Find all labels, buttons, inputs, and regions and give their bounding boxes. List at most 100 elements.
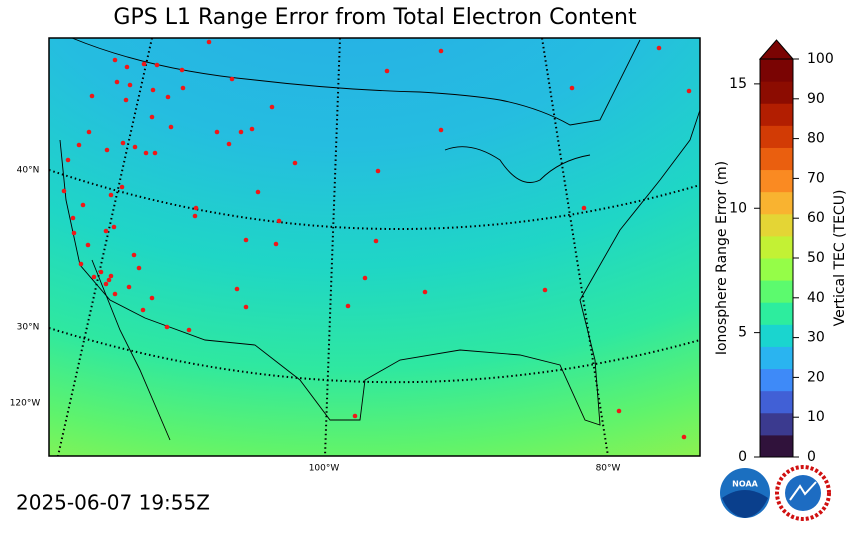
station xyxy=(80,202,86,208)
tec-label: Vertical TEC (TECU) xyxy=(832,190,848,327)
station xyxy=(168,124,174,130)
station xyxy=(108,273,114,279)
station xyxy=(273,241,279,247)
tec-tick-label: 100 xyxy=(807,51,834,67)
tec-tick-label: 70 xyxy=(807,170,825,186)
colorbar-band xyxy=(760,169,793,193)
tec-tick-label: 50 xyxy=(807,250,825,266)
station xyxy=(438,48,444,54)
lat-label: 40°N xyxy=(17,166,40,176)
station xyxy=(180,85,186,91)
station xyxy=(106,277,112,283)
lon-label: 100°W xyxy=(309,464,340,474)
colorbar-band xyxy=(760,191,793,215)
station xyxy=(112,291,118,297)
station xyxy=(345,303,351,309)
tec-tick-label: 10 xyxy=(807,409,825,425)
timestamp: 2025-06-07 19:55Z xyxy=(16,491,210,515)
station xyxy=(542,287,548,293)
station xyxy=(70,215,76,221)
station xyxy=(85,242,91,248)
colorbar-band xyxy=(760,59,793,82)
station xyxy=(152,150,158,156)
station xyxy=(127,82,133,88)
error-label: Ionosphere Range Error (m) xyxy=(714,161,730,355)
station xyxy=(76,142,82,148)
station xyxy=(143,150,149,156)
station xyxy=(373,238,379,244)
title: GPS L1 Range Error from Total Electron C… xyxy=(113,5,637,30)
station xyxy=(569,85,575,91)
tec-tick-label: 80 xyxy=(807,131,825,147)
station xyxy=(89,93,95,99)
station xyxy=(108,192,114,198)
map xyxy=(48,37,701,457)
station xyxy=(136,265,142,271)
station xyxy=(179,67,185,73)
station xyxy=(238,129,244,135)
station xyxy=(165,94,171,100)
nws-logo xyxy=(775,465,831,521)
station xyxy=(352,413,358,419)
colorbar-band xyxy=(760,258,793,281)
station xyxy=(243,304,249,310)
error-tick-label: 0 xyxy=(738,449,747,465)
station xyxy=(154,62,160,68)
station xyxy=(226,141,232,147)
tec-tick-label: 30 xyxy=(807,330,825,346)
colorbar-band xyxy=(760,434,793,458)
tec-tick-label: 40 xyxy=(807,290,825,306)
lat-label: 30°N xyxy=(17,323,40,333)
colorbar-band xyxy=(760,390,793,414)
station xyxy=(422,289,428,295)
colorbar-band xyxy=(760,103,793,126)
colorbar-band xyxy=(760,147,793,171)
station xyxy=(119,184,125,190)
station xyxy=(91,274,97,280)
station xyxy=(438,127,444,133)
station xyxy=(141,61,147,67)
map-field xyxy=(48,37,701,457)
station xyxy=(123,97,129,103)
station xyxy=(78,261,84,267)
colorbar-band xyxy=(760,235,793,259)
station xyxy=(276,218,282,224)
station xyxy=(192,213,198,219)
station xyxy=(362,275,368,281)
station xyxy=(581,205,587,211)
station xyxy=(103,228,109,234)
station xyxy=(61,188,67,194)
error-tick-label: 5 xyxy=(738,325,747,341)
station xyxy=(234,286,240,292)
station xyxy=(71,230,77,236)
station xyxy=(206,39,212,45)
colorbar: 0 10 20 30 40 50 60 70 80 90 100 0 5 10 15 xyxy=(729,39,834,465)
station xyxy=(131,252,137,258)
station xyxy=(686,88,692,94)
lon-label: 80°W xyxy=(596,464,621,474)
station xyxy=(149,295,155,301)
station xyxy=(120,140,126,146)
station xyxy=(104,147,110,153)
station xyxy=(126,284,132,290)
lon-label: 120°W xyxy=(10,399,41,409)
graticule xyxy=(48,37,701,457)
station xyxy=(255,189,261,195)
noaa-text: NOAA xyxy=(732,480,758,489)
station xyxy=(616,408,622,414)
colorbar-band xyxy=(760,81,793,104)
colorbar-band xyxy=(760,302,793,325)
tec-tick-label: 0 xyxy=(807,449,816,465)
station xyxy=(114,79,120,85)
station xyxy=(243,237,249,243)
station xyxy=(140,307,146,313)
station xyxy=(124,64,130,70)
colorbar-band xyxy=(760,346,793,370)
colorbar-band xyxy=(760,125,793,148)
station xyxy=(98,269,104,275)
colorbar-band xyxy=(760,412,793,436)
station xyxy=(111,224,117,230)
boundaries xyxy=(59,37,701,441)
station xyxy=(86,129,92,135)
